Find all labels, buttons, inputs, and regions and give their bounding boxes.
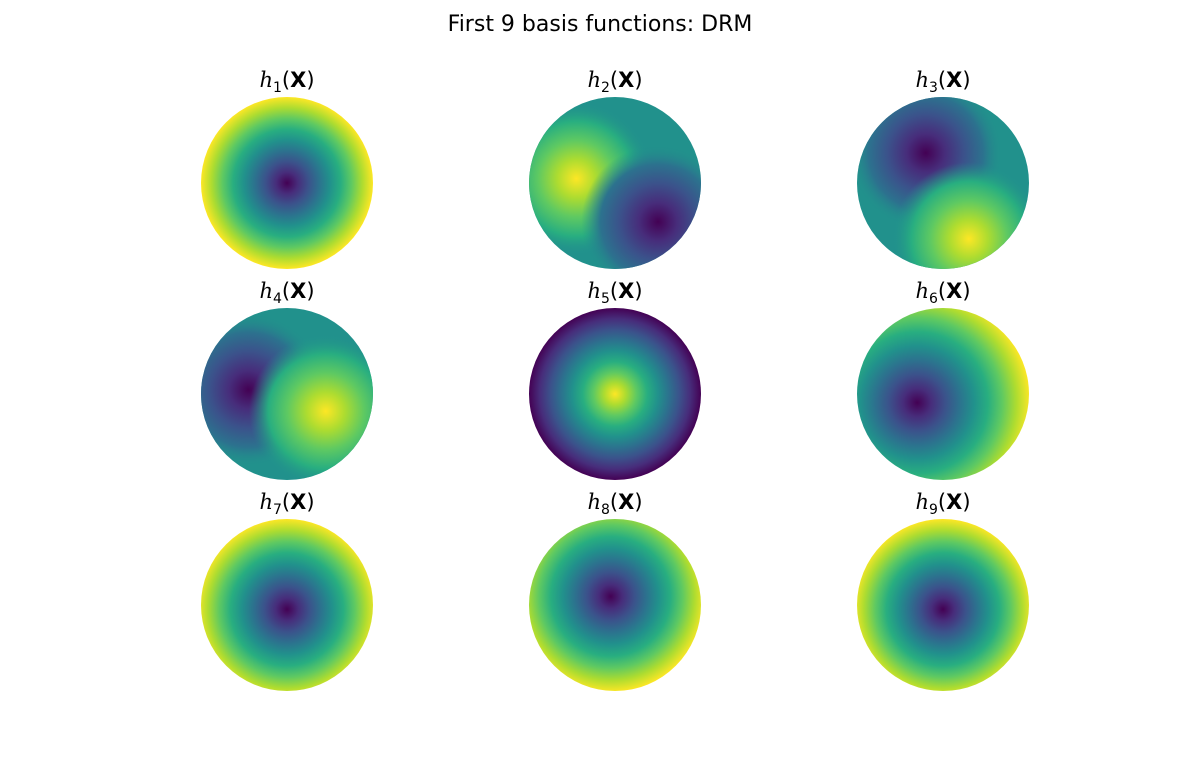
panel-title-subscript: 9 <box>929 502 938 519</box>
basis-heatmap-9 <box>857 519 1029 691</box>
panel-title: h1(X) <box>259 68 315 97</box>
panel-7: h7(X) <box>199 487 375 693</box>
panel-3: h3(X) <box>855 65 1031 271</box>
panel-9: h9(X) <box>855 487 1031 693</box>
panel-title: h9(X) <box>915 490 971 519</box>
panel-4: h4(X) <box>199 276 375 482</box>
panel-title: h6(X) <box>915 279 971 308</box>
panel-title: h8(X) <box>587 490 643 519</box>
panel-title-subscript: 3 <box>929 80 938 97</box>
panel-1: h1(X) <box>199 65 375 271</box>
panel-6: h6(X) <box>855 276 1031 482</box>
panel-8: h8(X) <box>527 487 703 693</box>
basis-heatmap-2 <box>529 97 701 269</box>
basis-heatmap-8 <box>529 519 701 691</box>
panel-title-subscript: 6 <box>929 291 938 308</box>
panel-title-subscript: 5 <box>601 291 610 308</box>
panel-title: h7(X) <box>259 490 315 519</box>
panel-title-subscript: 8 <box>601 502 610 519</box>
basis-heatmap-7 <box>201 519 373 691</box>
figure-title: First 9 basis functions: DRM <box>447 12 753 37</box>
panel-5: h5(X) <box>527 276 703 482</box>
panel-title-subscript: 1 <box>273 80 282 97</box>
basis-heatmap-3 <box>857 97 1029 269</box>
basis-heatmap-4 <box>201 308 373 480</box>
panel-title-subscript: 2 <box>601 80 610 97</box>
basis-heatmap-5 <box>529 308 701 480</box>
panel-title: h5(X) <box>587 279 643 308</box>
panel-title: h3(X) <box>915 68 971 97</box>
panel-2: h2(X) <box>527 65 703 271</box>
panel-title: h4(X) <box>259 279 315 308</box>
panel-title: h2(X) <box>587 68 643 97</box>
basis-heatmap-1 <box>201 97 373 269</box>
panel-title-subscript: 7 <box>273 502 282 519</box>
panel-title-subscript: 4 <box>273 291 282 308</box>
basis-heatmap-6 <box>857 308 1029 480</box>
